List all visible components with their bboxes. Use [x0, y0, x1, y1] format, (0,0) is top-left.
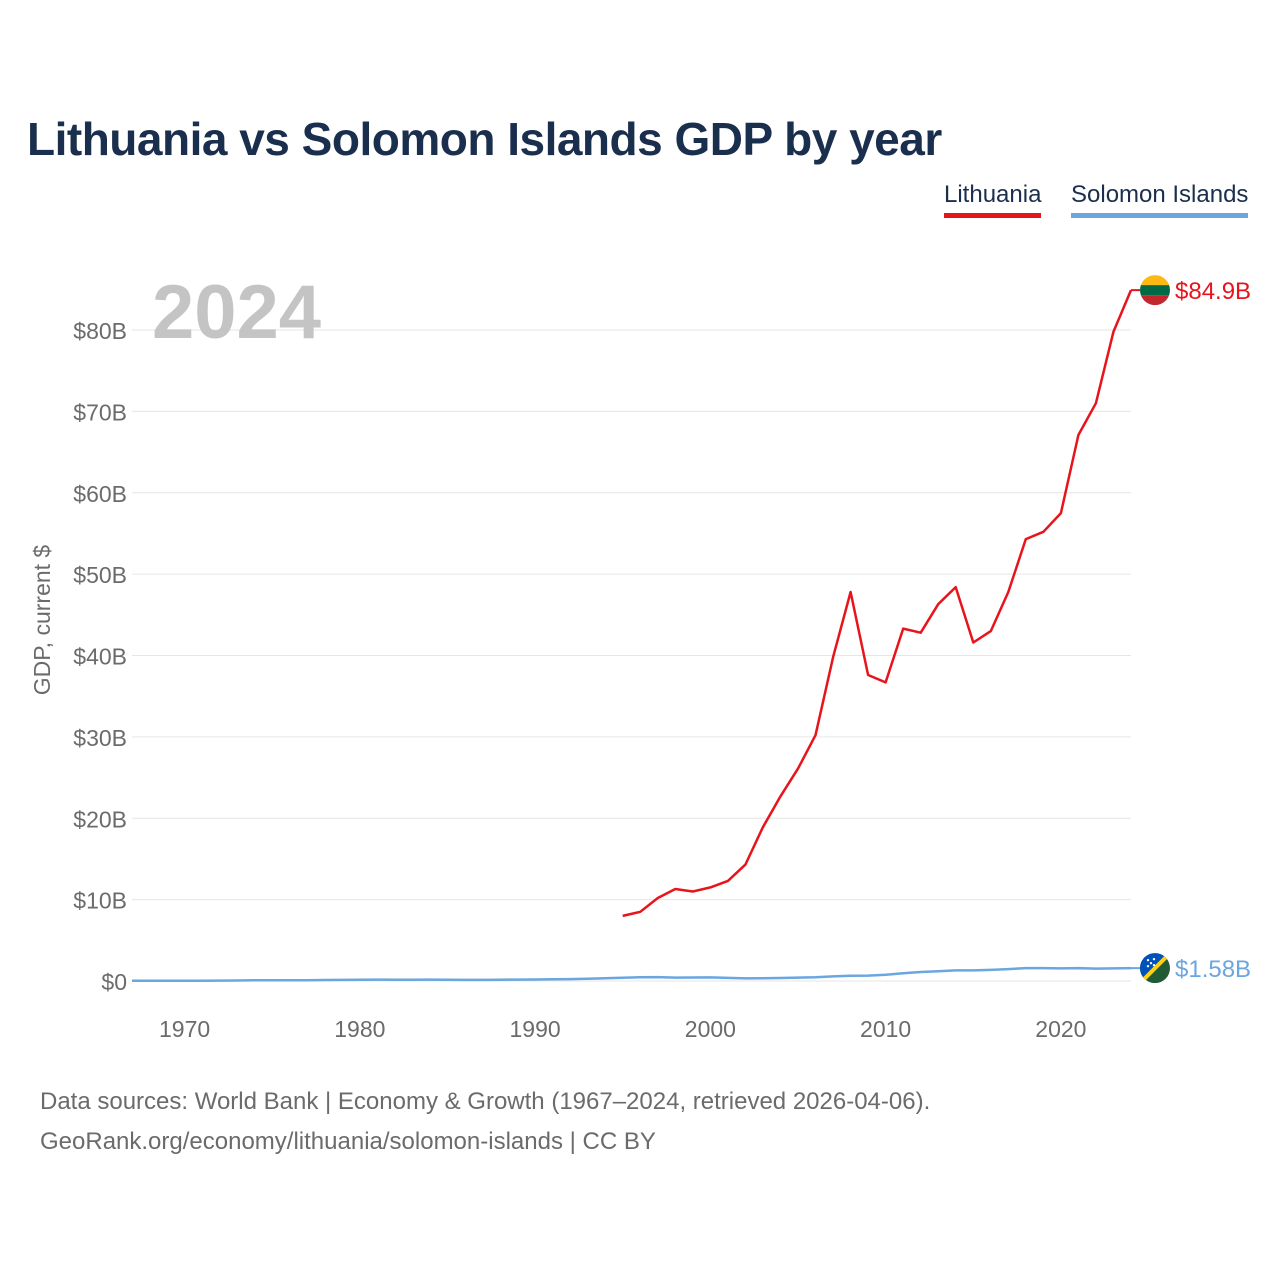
solomon-islands-flag-icon — [1140, 953, 1170, 984]
grid-lines — [132, 329, 1131, 982]
x-tick-label: 1990 — [510, 1016, 561, 1042]
chart-title: Lithuania vs Solomon Islands GDP by year — [27, 113, 942, 165]
footer: Data sources: World Bank | Economy & Gro… — [40, 1082, 930, 1162]
legend-item-lithuania[interactable]: Lithuania — [944, 181, 1042, 218]
x-tick-label: 2010 — [860, 1016, 911, 1042]
series-lines — [132, 289, 1133, 983]
legend-item-solomon-islands[interactable]: Solomon Islands — [1071, 181, 1249, 218]
x-tick-label: 2000 — [685, 1016, 736, 1042]
year-watermark: 2024 — [152, 270, 321, 355]
y-tick-label: $60B — [73, 481, 127, 507]
x-tick-label: 1970 — [159, 1016, 210, 1042]
y-tick-label: $80B — [73, 318, 127, 344]
y-tick-label: $0 — [101, 969, 127, 995]
x-tick-label: 1980 — [334, 1016, 385, 1042]
series-line-lithuania — [622, 289, 1133, 918]
y-tick-label: $40B — [73, 644, 127, 670]
y-axis-label: GDP, current $ — [29, 545, 55, 696]
lithuania-flag-icon — [1140, 275, 1170, 306]
end-value-label-lithuania: $84.9B — [1175, 278, 1251, 305]
y-axis-ticks: $0 $10B $20B $30B $40B $50B $60B $70B $80B — [73, 318, 127, 995]
y-tick-label: $30B — [73, 725, 127, 751]
footer-sources: Data sources: World Bank | Economy & Gro… — [40, 1088, 931, 1115]
x-tick-label: 2020 — [1035, 1016, 1086, 1042]
y-tick-label: $70B — [73, 399, 127, 425]
footer-link[interactable]: GeoRank.org/economy/lithuania/solomon-is… — [40, 1128, 656, 1155]
end-value-label-solomon-islands: $1.58B — [1175, 956, 1251, 983]
y-tick-label: $20B — [73, 806, 127, 832]
chart-plot: $0$10B$20B$30B$40B$50B$60B$70B$80B 1970 1… — [29, 270, 1251, 1042]
x-axis-ticks: 1970 1980 1990 2000 2010 2020 — [159, 1016, 1086, 1042]
y-tick-label: $10B — [73, 888, 127, 914]
series-line-solomon-islands — [132, 966, 1132, 983]
series-end-markers: $84.9B $1.58B — [1131, 275, 1251, 984]
y-tick-label: $50B — [73, 562, 127, 588]
